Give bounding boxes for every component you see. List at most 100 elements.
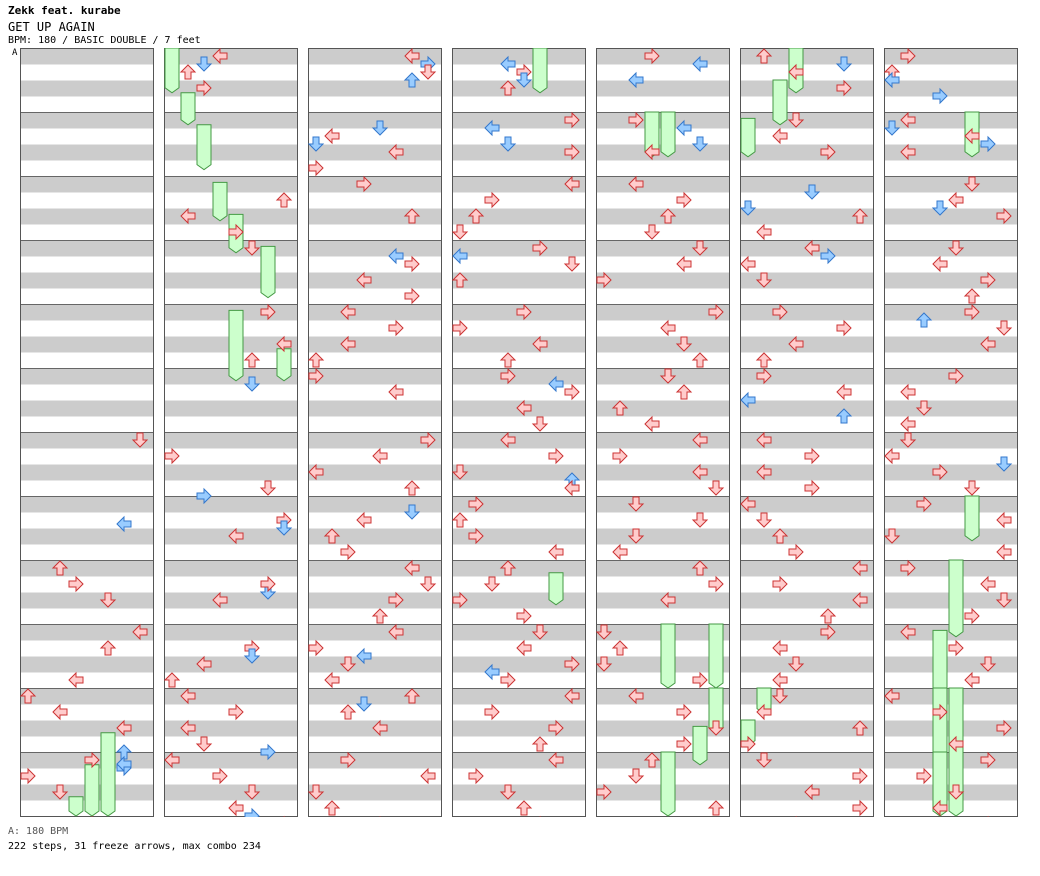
step-arrow (676, 703, 692, 721)
step-arrow (804, 479, 820, 497)
beat-stripe (884, 176, 1018, 193)
column-border (884, 48, 1018, 817)
beat-stripe (452, 784, 586, 801)
beat-stripe (164, 688, 298, 705)
beat-stripe (740, 528, 874, 545)
beat-stripe (884, 656, 1018, 673)
step-arrow (772, 127, 788, 145)
beat-stripe (596, 528, 730, 545)
step-arrow (691, 136, 709, 152)
column-border (740, 48, 874, 817)
beat-stripe (884, 160, 1018, 177)
beat-stripe (596, 80, 730, 97)
step-arrow (324, 127, 340, 145)
beat-stripe (740, 192, 874, 209)
beat-stripe (884, 144, 1018, 161)
step-arrow (996, 511, 1012, 529)
step-arrow (740, 391, 756, 409)
beat-stripe (20, 128, 154, 145)
step-arrow (403, 480, 421, 496)
beat-stripe (884, 496, 1018, 513)
step-arrow (708, 575, 724, 593)
beat-stripe (884, 448, 1018, 465)
step-arrow (756, 703, 772, 721)
step-arrow (819, 608, 837, 624)
beat-stripe (452, 624, 586, 641)
beat-stripe (164, 560, 298, 577)
step-arrow (388, 383, 404, 401)
step-arrow (852, 799, 868, 817)
beat-stripe (740, 592, 874, 609)
beat-stripe (164, 496, 298, 513)
beat-stripe (740, 256, 874, 273)
beat-stripe (308, 512, 442, 529)
beat-stripe (740, 400, 874, 417)
beat-stripe (20, 496, 154, 513)
step-arrow (548, 751, 564, 769)
step-arrow (468, 495, 484, 513)
step-arrow (531, 624, 549, 640)
step-arrow (772, 303, 788, 321)
step-arrow (500, 431, 516, 449)
step-arrow (548, 447, 564, 465)
beat-stripe (164, 416, 298, 433)
beat-stripe (452, 736, 586, 753)
beat-stripe (20, 624, 154, 641)
beat-stripe (596, 288, 730, 305)
step-arrow (900, 383, 916, 401)
beat-stripe (308, 592, 442, 609)
beat-stripe (884, 432, 1018, 449)
column-border (164, 48, 298, 817)
step-arrow (468, 527, 484, 545)
step-arrow (452, 512, 469, 528)
step-arrow (500, 367, 516, 385)
beat-stripe (596, 64, 730, 81)
beat-stripe (164, 720, 298, 737)
freeze-arrow (692, 725, 708, 766)
beat-stripe (308, 704, 442, 721)
step-arrow (772, 671, 788, 689)
beat-stripe (596, 224, 730, 241)
beat-stripe (740, 576, 874, 593)
beat-stripe (308, 800, 442, 817)
beat-stripe (740, 176, 874, 193)
beat-stripe (740, 736, 874, 753)
step-arrow (276, 335, 292, 353)
step-arrow (964, 607, 980, 625)
step-arrow (419, 576, 437, 592)
step-arrow (995, 592, 1013, 608)
beat-stripe (740, 80, 874, 97)
step-arrow (788, 543, 804, 561)
step-arrow (532, 335, 548, 353)
beat-stripe (452, 352, 586, 369)
beat-stripe (740, 688, 874, 705)
beat-stripe (884, 320, 1018, 337)
beat-stripe (20, 96, 154, 113)
beat-stripe (308, 384, 442, 401)
freeze-arrow (660, 751, 676, 817)
step-arrow (931, 200, 949, 216)
beat-stripe (884, 112, 1018, 129)
chart-column (20, 48, 154, 817)
beat-stripe (884, 208, 1018, 225)
step-arrow (787, 112, 805, 128)
beat-stripe (452, 544, 586, 561)
step-arrow (339, 704, 357, 720)
freeze-arrow (932, 751, 948, 817)
beat-stripe (308, 272, 442, 289)
step-arrow (116, 755, 132, 773)
beat-stripe (308, 768, 442, 785)
step-arrow (531, 736, 549, 752)
beat-stripe (20, 656, 154, 673)
beat-stripe (740, 96, 874, 113)
step-arrow (932, 87, 948, 105)
beat-stripe (452, 240, 586, 257)
beat-stripe (740, 656, 874, 673)
beat-stripe (452, 80, 586, 97)
step-arrow (628, 71, 644, 89)
step-arrow (787, 656, 805, 672)
beat-stripe (164, 592, 298, 609)
freeze-arrow (196, 124, 212, 171)
beat-stripe (308, 352, 442, 369)
beat-stripe (20, 672, 154, 689)
